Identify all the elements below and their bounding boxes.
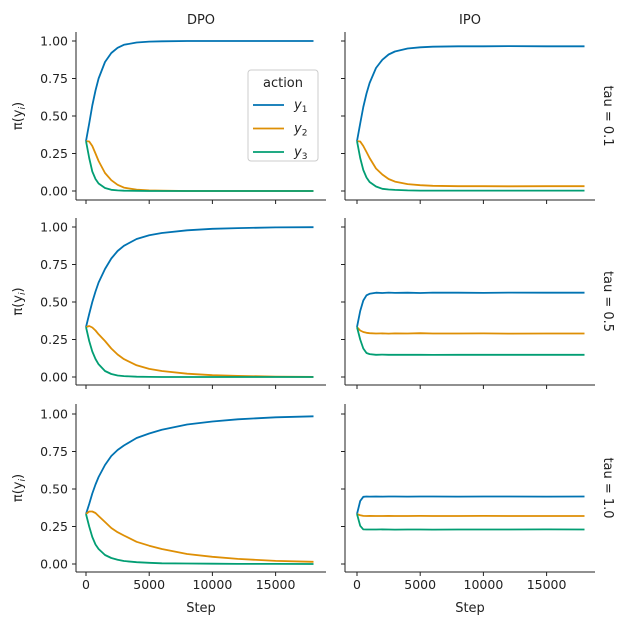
y-tick-label: 0.00	[40, 370, 68, 385]
series-line-y2	[85, 325, 314, 378]
series-line-y1	[85, 226, 314, 328]
y-tick-label: 0.75	[40, 444, 68, 459]
y-tick-label: 1.00	[40, 407, 68, 422]
row-title: tau = 0.1	[600, 85, 615, 146]
y-tick-label: 0.50	[40, 295, 68, 310]
y-tick-label: 0.00	[40, 557, 68, 572]
x-axis-label: Step	[455, 601, 485, 616]
series-line-y3	[356, 326, 585, 356]
y-tick-label: 1.00	[40, 34, 68, 49]
legend-box	[247, 69, 319, 162]
series-line-y1	[356, 45, 585, 142]
row-title: tau = 0.5	[600, 271, 615, 332]
legend-label-y3: y3	[293, 145, 307, 162]
x-tick-label: 15000	[256, 577, 296, 592]
row-title: tau = 1.0	[600, 457, 615, 518]
y-tick-label: 0.00	[40, 184, 68, 199]
y-axis-label: π(yi)	[11, 287, 28, 315]
y-tick-label: 0.50	[40, 109, 68, 124]
y-tick-label: 0.75	[40, 257, 68, 272]
series-line-y2	[356, 140, 585, 188]
y-tick-label: 0.25	[40, 332, 68, 347]
y-tick-label: 1.00	[40, 220, 68, 235]
x-tick-label: 5000	[133, 577, 165, 592]
legend-label-y2: y2	[293, 122, 307, 139]
x-tick-label: 0	[353, 577, 361, 592]
legend-title: action	[263, 76, 303, 91]
series-line-y3	[356, 513, 585, 531]
x-tick-label: 0	[82, 577, 90, 592]
legend-label-y1: y1	[293, 98, 307, 115]
series-line-y3	[85, 326, 314, 378]
series-line-y3	[356, 140, 585, 192]
series-line-y2	[356, 513, 585, 517]
x-tick-label: 5000	[404, 577, 436, 592]
y-tick-label: 0.50	[40, 482, 68, 497]
series-line-y1	[356, 495, 585, 515]
series-line-y2	[85, 510, 314, 563]
col-title-dpo: DPO	[187, 13, 215, 28]
y-axis-label: π(yi)	[11, 102, 28, 130]
x-tick-label: 10000	[193, 577, 233, 592]
y-tick-label: 0.75	[40, 71, 68, 86]
y-axis-label: π(yi)	[11, 474, 28, 502]
y-tick-label: 0.25	[40, 146, 68, 161]
y-tick-label: 0.25	[40, 519, 68, 534]
series-line-y1	[356, 291, 585, 328]
series-line-y2	[356, 326, 585, 335]
x-tick-label: 10000	[464, 577, 504, 592]
series-line-y3	[85, 513, 314, 565]
series-line-y3	[85, 140, 314, 192]
series-line-y1	[85, 415, 314, 515]
x-tick-label: 15000	[527, 577, 567, 592]
col-title-ipo: IPO	[459, 13, 481, 28]
x-axis-label: Step	[186, 601, 216, 616]
series-line-y1	[85, 40, 314, 142]
